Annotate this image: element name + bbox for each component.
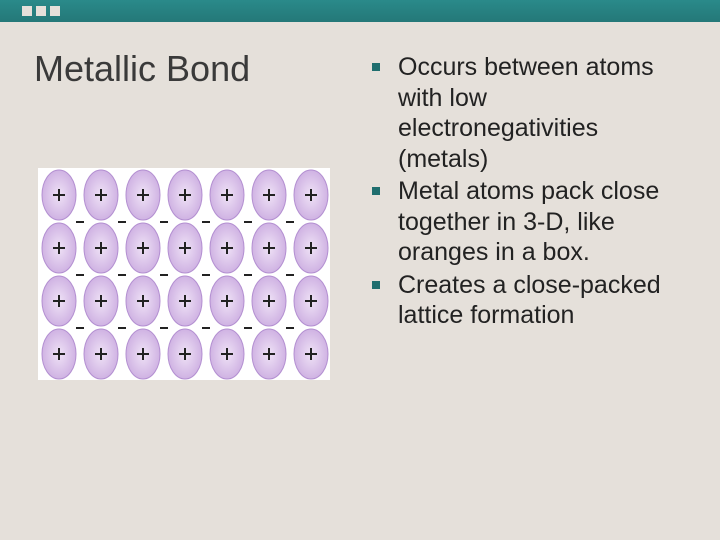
accent-square xyxy=(22,6,32,16)
list-item: Creates a close-packed lattice formation xyxy=(372,270,692,331)
bullet-marker-icon xyxy=(372,63,380,71)
bullet-marker-icon xyxy=(372,281,380,289)
list-item: Metal atoms pack close together in 3-D, … xyxy=(372,176,692,268)
accent-square xyxy=(50,6,60,16)
slide-canvas: Metallic Bond Occurs between atoms with … xyxy=(0,22,720,540)
bullet-text: Metal atoms pack close together in 3-D, … xyxy=(398,176,692,268)
bullet-list: Occurs between atoms with low electroneg… xyxy=(372,52,692,333)
accent-squares xyxy=(22,6,60,16)
bullet-text: Occurs between atoms with low electroneg… xyxy=(398,52,692,174)
bullet-marker-icon xyxy=(372,187,380,195)
slide-title: Metallic Bond xyxy=(34,48,250,90)
accent-square xyxy=(36,6,46,16)
bullet-text: Creates a close-packed lattice formation xyxy=(398,270,692,331)
list-item: Occurs between atoms with low electroneg… xyxy=(372,52,692,174)
accent-bar xyxy=(0,0,720,22)
lattice-diagram xyxy=(38,168,330,380)
